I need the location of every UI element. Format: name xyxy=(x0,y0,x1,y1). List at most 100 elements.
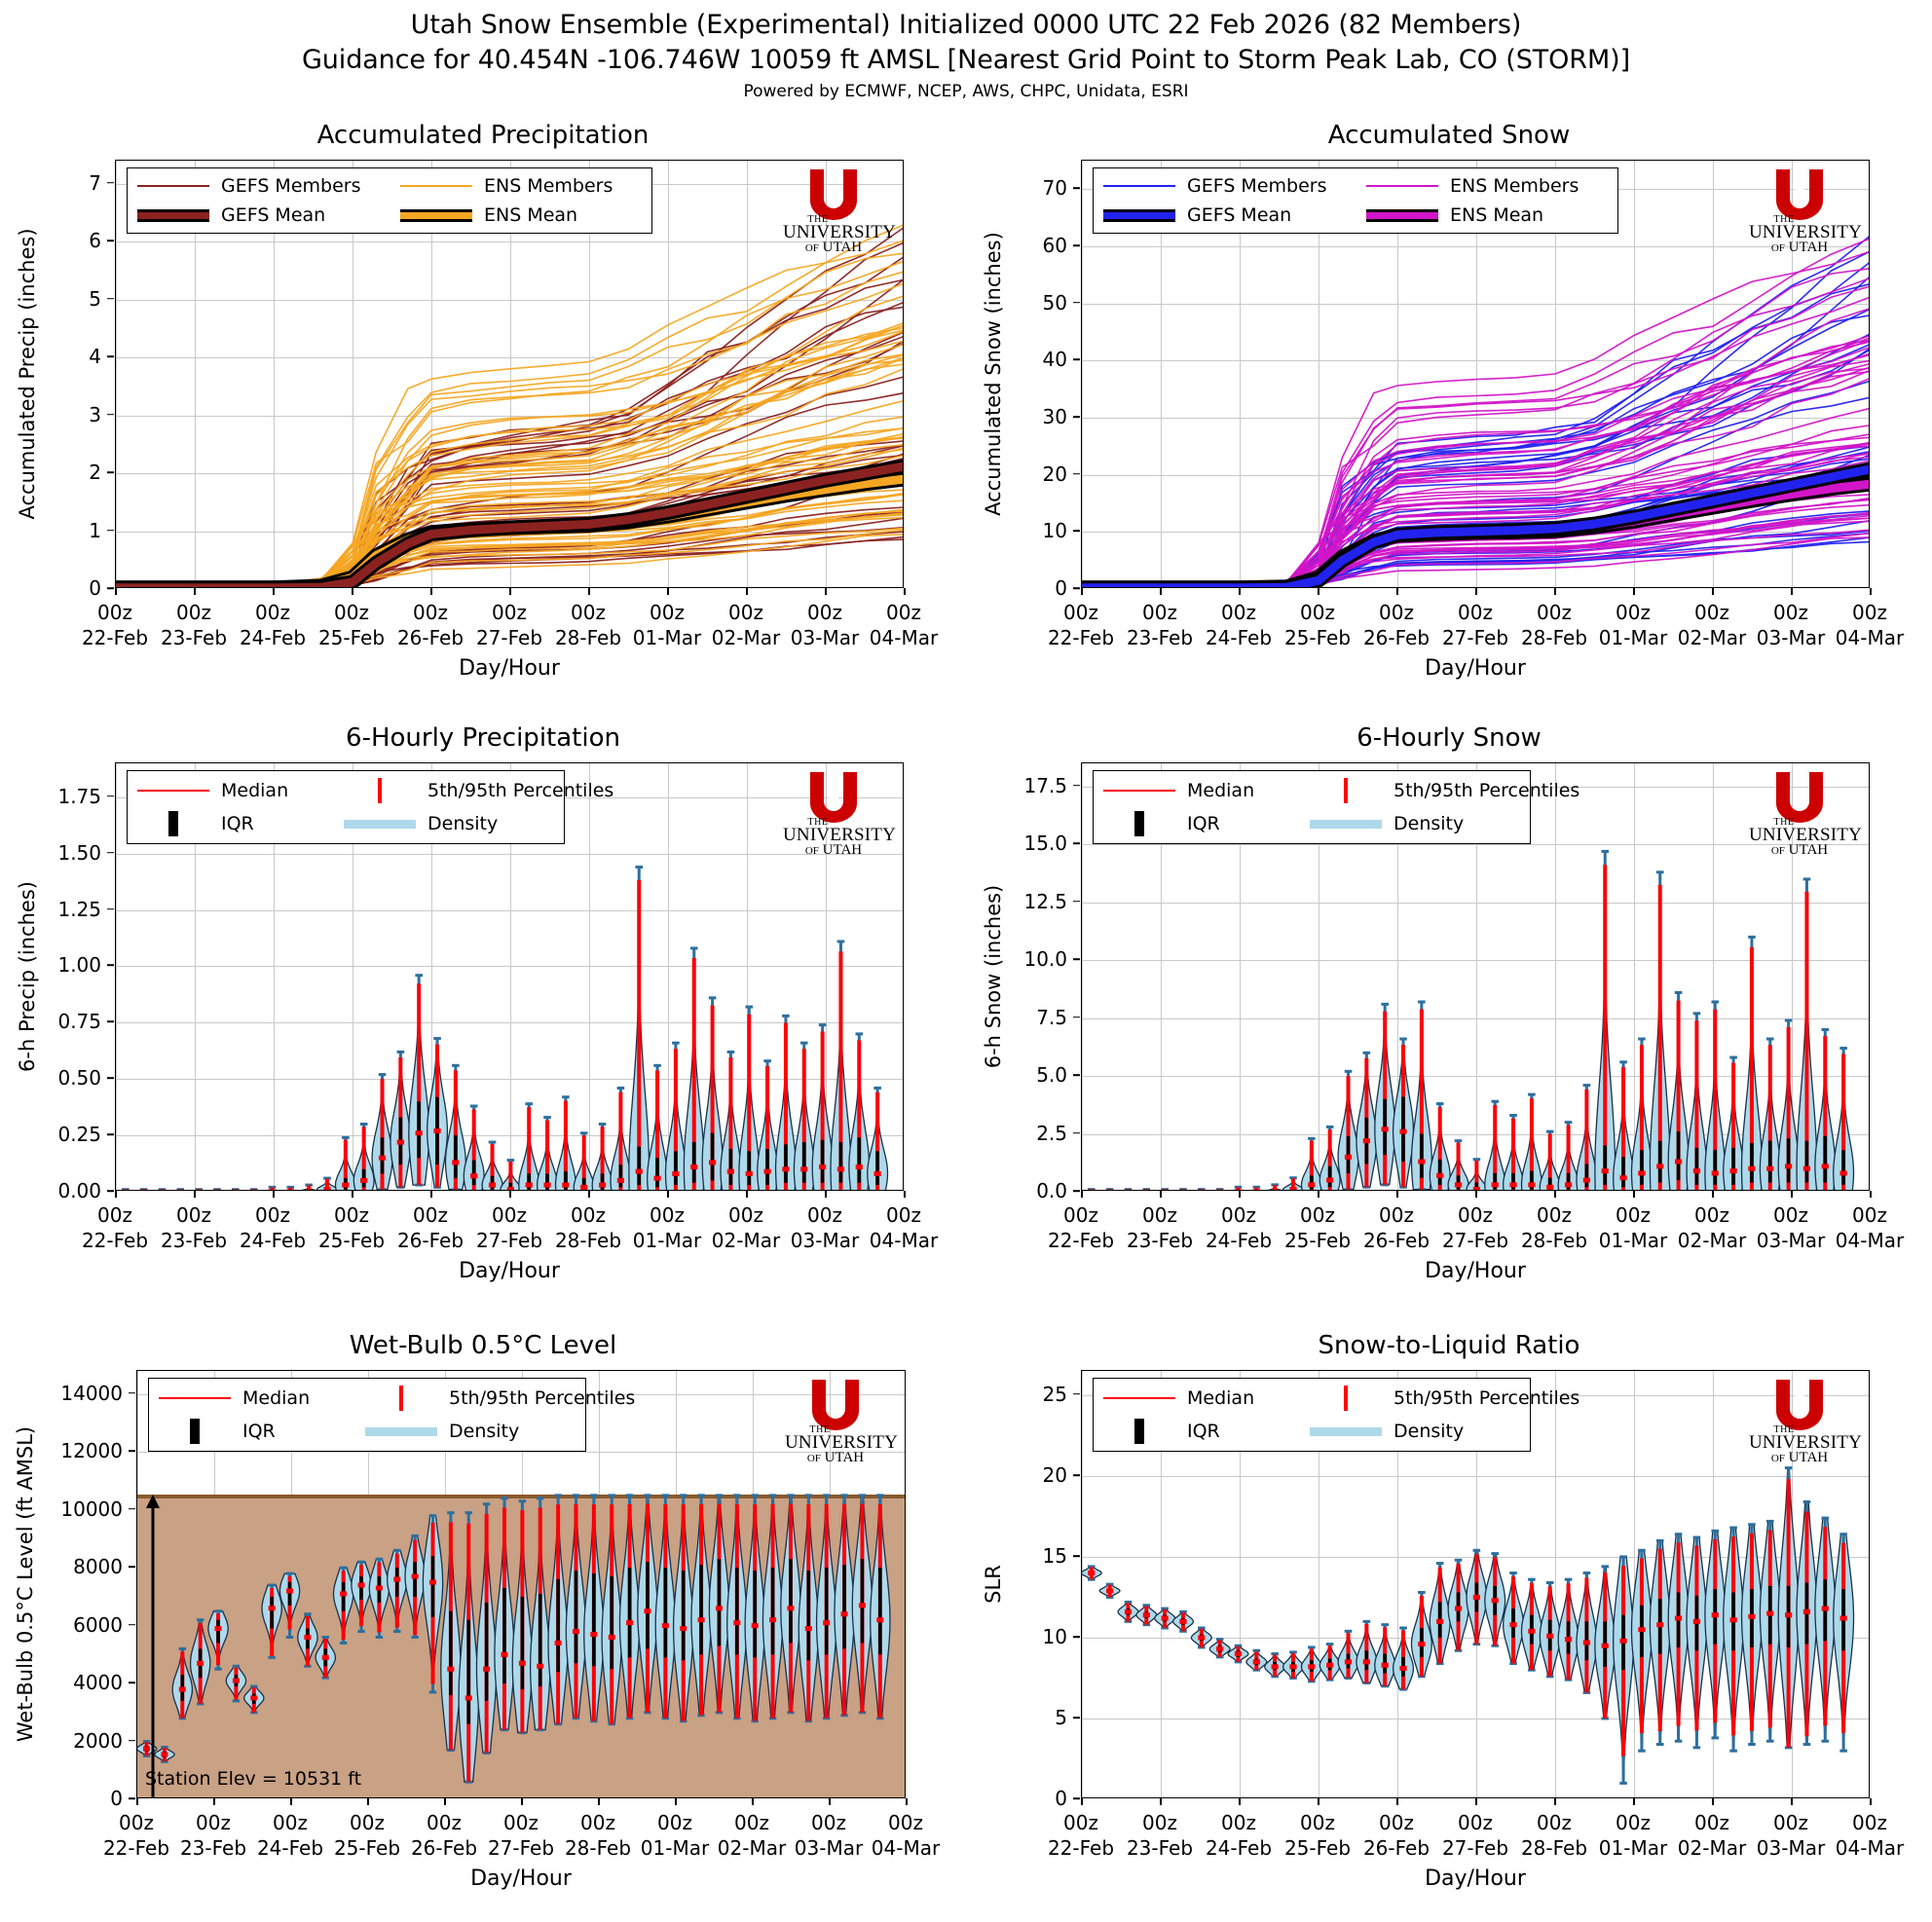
x-tick-hour: 00z xyxy=(1458,1811,1493,1834)
x-tick-date: 02-Mar xyxy=(711,626,781,649)
y-axis-label: Accumulated Snow (inches) xyxy=(982,232,1005,516)
violin-iqr-box xyxy=(691,1142,696,1183)
violin xyxy=(547,1494,569,1726)
x-tick-hour: 00z xyxy=(734,1811,769,1834)
violin xyxy=(1251,1185,1262,1190)
violin xyxy=(1557,1577,1579,1682)
y-axis-tick-mark xyxy=(107,297,114,300)
x-axis-tick-mark xyxy=(1633,1798,1635,1805)
legend-item: GEFS Mean xyxy=(1103,204,1345,226)
violin xyxy=(1410,1590,1432,1679)
panel-accumulated-snow: Accumulated Snow 0 10 20 30 40 50 60 70 00z 22-Feb… xyxy=(966,103,1932,712)
x-tick-date: 01-Mar xyxy=(1598,626,1668,649)
violin xyxy=(1356,1619,1378,1684)
x-axis-tick-mark xyxy=(1396,1798,1398,1805)
gridline-horizontal xyxy=(116,1079,903,1081)
x-axis-tick-mark xyxy=(1239,588,1241,595)
legend-item: ENS Mean xyxy=(1366,204,1608,226)
x-axis-tick-mark xyxy=(115,588,117,595)
x-tick-hour: 00z xyxy=(886,1203,921,1227)
x-axis-tick-label: 00z 22-Feb xyxy=(61,1202,168,1253)
gridline-vertical xyxy=(1240,161,1241,587)
violin xyxy=(774,1014,797,1190)
x-axis-tick-mark xyxy=(1081,1798,1083,1805)
y-axis-tick-mark xyxy=(107,471,114,473)
gridline-horizontal xyxy=(1082,1475,1869,1477)
x-axis-tick-mark xyxy=(1396,1191,1398,1198)
y-axis-tick-label: 5 xyxy=(89,286,101,311)
x-axis-tick-mark xyxy=(290,1798,292,1805)
violin xyxy=(1410,1000,1432,1190)
y-axis-tick-label: 0 xyxy=(89,576,101,600)
x-tick-date: 24-Feb xyxy=(1205,1836,1273,1860)
x-tick-hour: 00z xyxy=(580,1811,615,1834)
x-axis-tick-mark xyxy=(213,1798,215,1805)
legend-item: GEFS Mean xyxy=(137,204,379,226)
x-axis-tick-label: 00z 04-Mar xyxy=(852,1810,959,1861)
y-axis-tick-mark xyxy=(129,1566,135,1568)
x-tick-date: 24-Feb xyxy=(256,1836,324,1860)
legend-swatch-thick-line xyxy=(137,208,209,222)
x-axis-tick-label: 00z 04-Mar xyxy=(850,600,957,650)
violin xyxy=(301,1183,316,1190)
x-axis-tick-label: 00z 25-Feb xyxy=(1264,1202,1371,1253)
violin-iqr-box xyxy=(735,1568,739,1655)
violin-series xyxy=(137,1494,891,1784)
violin-iqr-box xyxy=(1804,1140,1809,1183)
x-tick-date: 27-Feb xyxy=(475,1229,543,1252)
violin xyxy=(537,1116,559,1190)
gridline-vertical xyxy=(1397,763,1398,1190)
panel-accumulated-precipitation: Accumulated Precipitation 0 1 2 3 4 5 6 7 00z 22-F… xyxy=(0,103,966,712)
violin xyxy=(243,1684,265,1715)
y-axis-tick-mark xyxy=(107,240,114,242)
x-tick-hour: 00z xyxy=(1063,1203,1098,1227)
x-tick-hour: 00z xyxy=(413,601,448,624)
violin xyxy=(1105,1188,1114,1190)
violin xyxy=(1124,1188,1133,1190)
legend-item: 5th/95th Percentiles xyxy=(1310,778,1579,803)
x-axis-tick-mark xyxy=(906,1798,908,1805)
x-axis-tick-label: 00z 23-Feb xyxy=(140,1202,247,1253)
legend-item-label: Median xyxy=(221,780,289,801)
violin xyxy=(1777,1018,1800,1190)
violin xyxy=(1667,990,1690,1190)
gridline-horizontal xyxy=(116,966,903,968)
x-axis-tick-mark xyxy=(1160,1191,1162,1198)
violin xyxy=(1154,1607,1176,1630)
x-tick-date: 25-Feb xyxy=(1283,626,1352,649)
x-axis-tick-mark xyxy=(1475,588,1477,595)
violin xyxy=(798,1494,820,1723)
gridline-horizontal xyxy=(116,357,903,359)
block-u-icon xyxy=(1772,169,1827,220)
logo-line-of-utah: OF UTAH xyxy=(1770,240,1829,255)
violin-iqr-box xyxy=(618,1164,623,1188)
gridline-horizontal xyxy=(137,1452,905,1454)
violin xyxy=(647,1063,669,1190)
station-elevation-note: Station Elev = 10531 ft xyxy=(145,1768,362,1790)
violin-iqr-box xyxy=(824,1568,829,1655)
x-tick-date: 26-Feb xyxy=(1362,626,1430,649)
gridline-vertical xyxy=(116,763,117,1190)
legend-item: ENS Members xyxy=(1366,175,1608,197)
violin-iqr-box xyxy=(538,1593,542,1687)
y-axis-tick-label: 4000 xyxy=(73,1671,123,1695)
y-axis-tick-label: 25 xyxy=(1042,1382,1067,1406)
violin-iqr-box xyxy=(1511,1172,1515,1190)
logo-line-of-utah: OF UTAH xyxy=(806,1450,865,1465)
x-tick-hour: 00z xyxy=(1221,601,1256,624)
gridline-horizontal xyxy=(1082,303,1869,305)
gridline-vertical xyxy=(195,763,196,1190)
y-axis-tick-mark xyxy=(107,413,114,416)
y-axis-tick-mark xyxy=(1073,1393,1080,1395)
x-axis-tick-mark xyxy=(746,588,748,595)
violin-iqr-box xyxy=(1603,1145,1608,1185)
violin xyxy=(690,1494,712,1718)
x-tick-date: 25-Feb xyxy=(333,1836,401,1860)
violin xyxy=(1245,1648,1268,1672)
x-tick-hour: 00z xyxy=(1616,1811,1651,1834)
panel-title: Accumulated Precipitation xyxy=(316,121,650,150)
y-axis-label: 6-h Precip (inches) xyxy=(16,881,39,1072)
x-tick-date: 02-Mar xyxy=(1677,1836,1747,1860)
violin-iqr-box xyxy=(789,1559,793,1644)
violin xyxy=(815,1494,837,1720)
